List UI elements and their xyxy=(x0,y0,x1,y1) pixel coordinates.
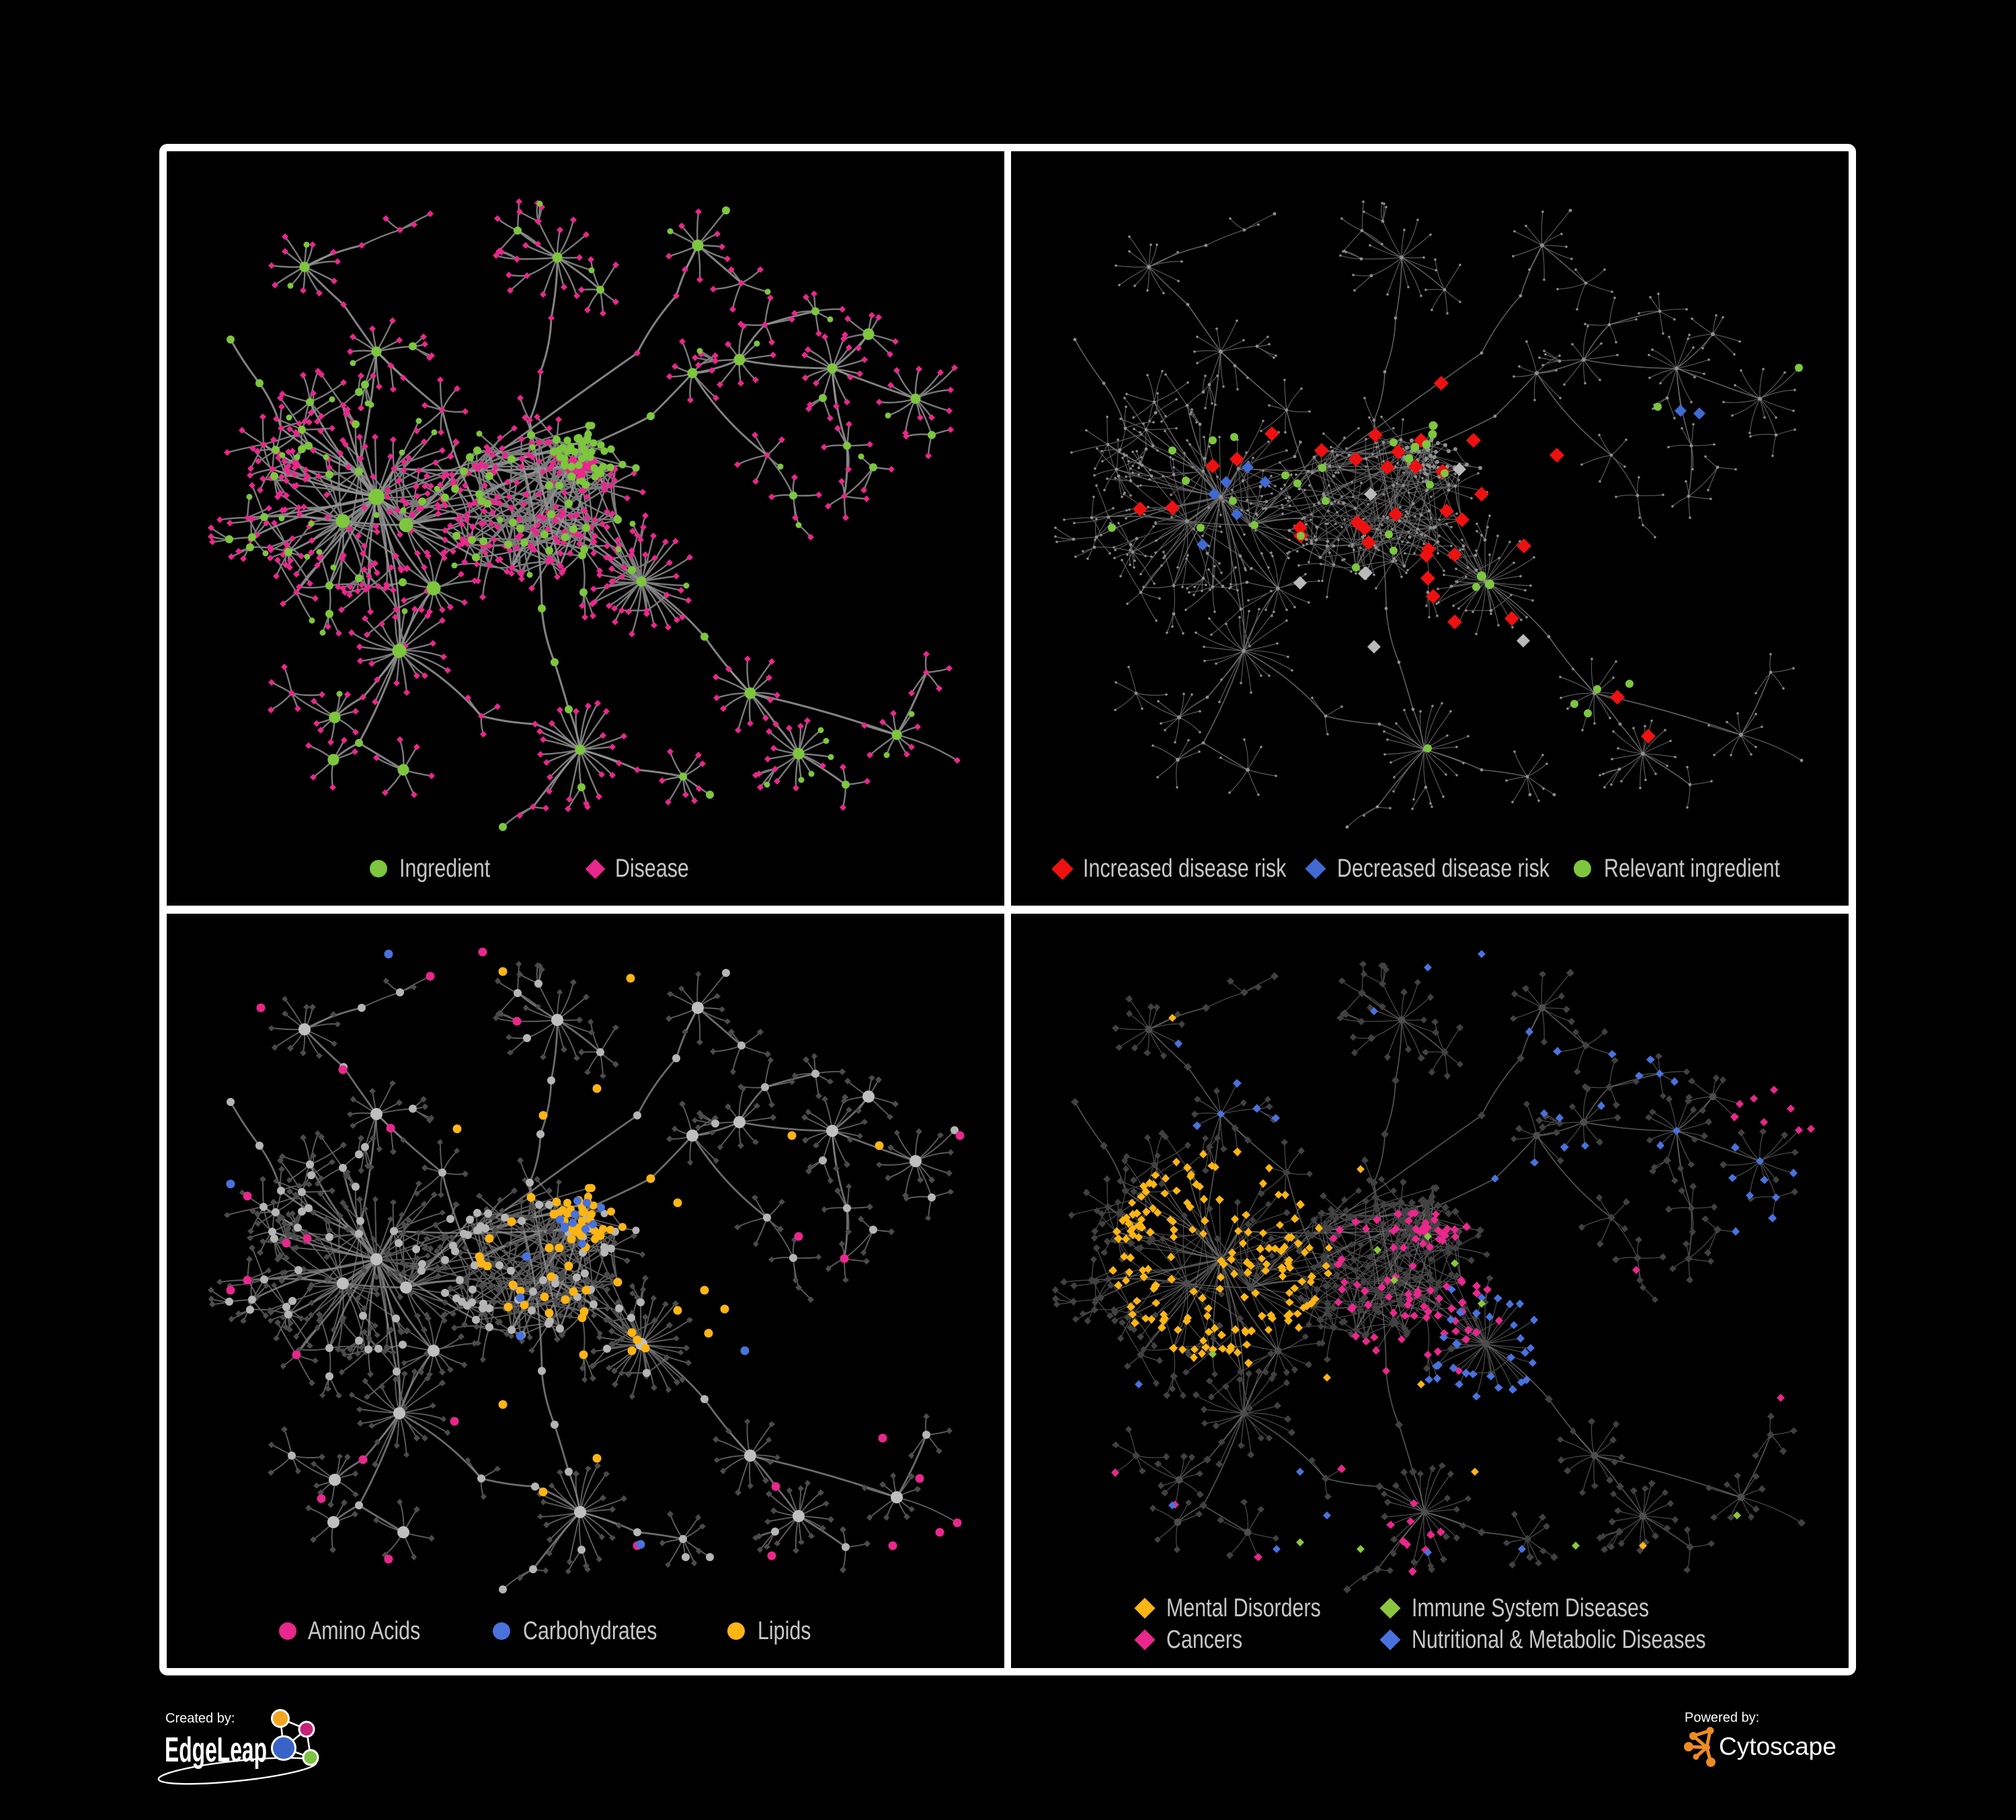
svg-text:EdgeLeap: EdgeLeap xyxy=(165,1731,267,1770)
